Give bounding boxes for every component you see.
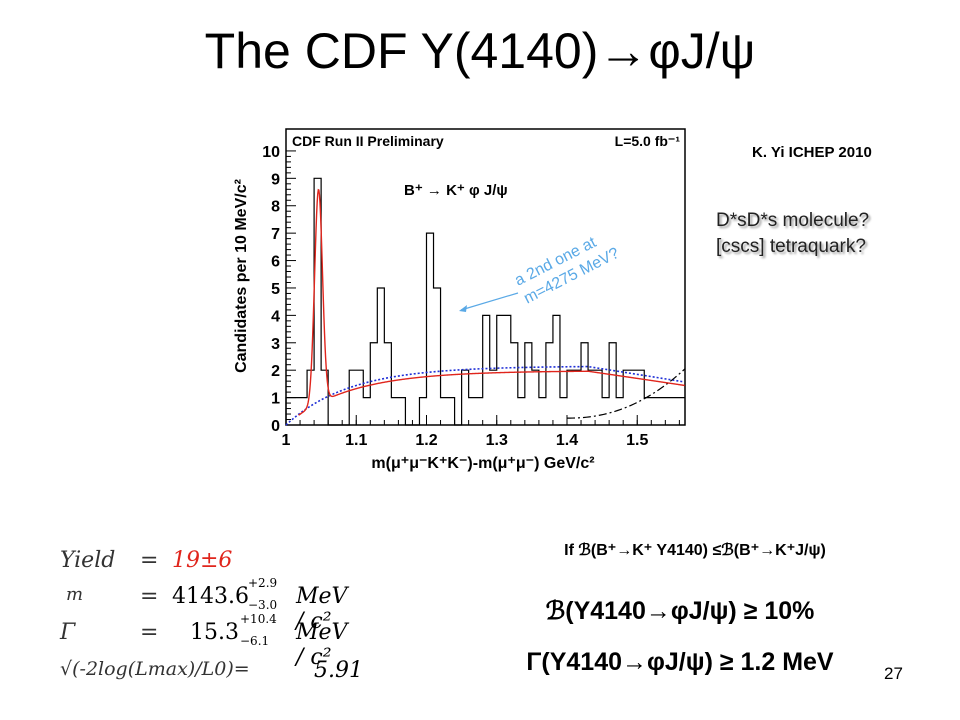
annotation-text: a 2nd one atm=4275 MeV? <box>512 227 622 307</box>
significance-label: √(-2log(Lmax)/L0)= <box>60 658 250 680</box>
background-fit-curve <box>285 365 684 426</box>
y-axis-label: Candidates per 10 MeV/c² <box>233 179 250 373</box>
annotation-arrowhead <box>459 305 467 312</box>
mass-value: 4143.6 <box>172 584 249 609</box>
fit-results: Yield = 19±6 m = 4143.6 +2.9 −3.0 MeV / … <box>60 540 400 700</box>
x-tick-label: 1 <box>282 432 291 449</box>
y-tick-label: 3 <box>271 336 280 353</box>
yield-equals: = <box>140 548 159 573</box>
mass-error-down: −3.0 <box>248 598 278 612</box>
chart-header-right: L=5.0 fb⁻¹ <box>615 133 681 149</box>
width-error-down: −6.1 <box>240 634 270 648</box>
decay-label: B⁺ → K⁺ φ J/ψ <box>404 182 508 199</box>
mass-error-up: +2.9 <box>248 576 278 590</box>
histogram-bars <box>285 177 685 426</box>
y-tick-label: 6 <box>271 254 280 271</box>
y-tick-label: 0 <box>271 418 280 435</box>
y-tick-label: 5 <box>271 281 280 298</box>
yield-value: 19±6 <box>172 548 233 573</box>
chart-header-left: CDF Run II Preliminary <box>292 133 444 149</box>
reference-label: K. Yi ICHEP 2010 <box>752 144 872 161</box>
y-tick-label: 8 <box>271 199 280 216</box>
branching-ratio-limit: ℬ(Y4140→φJ/ψ) ≥ 10% <box>545 597 815 625</box>
x-tick-label: 1.4 <box>556 432 578 449</box>
width-value: 15.3 <box>190 620 239 645</box>
width-equals: = <box>140 620 159 645</box>
y-tick-label: 9 <box>271 171 280 188</box>
significance-value: 5.91 <box>314 658 363 683</box>
width-limit: Γ(Y4140→φJ/ψ) ≥ 1.2 MeV <box>526 648 834 676</box>
x-tick-label: 1.5 <box>626 432 648 449</box>
x-tick-label: 1.3 <box>486 432 508 449</box>
phase-space-curve <box>566 368 686 419</box>
total-fit-curve <box>298 188 685 416</box>
yield-label: Yield <box>60 548 116 573</box>
x-tick-label: 1.1 <box>345 432 367 449</box>
x-tick-label: 1.2 <box>415 432 437 449</box>
x-axis-label: m(μ⁺μ⁻K⁺K⁻)-m(μ⁺μ⁻) GeV/c² <box>371 455 594 472</box>
y-axis-ticks: 0 1 2 3 4 5 6 7 8 9 10 <box>262 144 296 435</box>
x-axis-ticks: 1 1.1 1.2 1.3 1.4 1.5 <box>282 415 680 449</box>
tetraquark-hypothesis: [cscs] tetraquark? <box>716 236 866 257</box>
width-label: Γ <box>60 620 76 645</box>
mass-equals: = <box>140 584 159 609</box>
width-error-up: +10.4 <box>240 612 277 626</box>
y-tick-label: 7 <box>271 226 280 243</box>
y-tick-label: 10 <box>262 144 280 161</box>
mass-unit: MeV / c² <box>296 584 348 634</box>
slide-title: The CDF Y(4140)→φJ/ψ <box>204 23 756 79</box>
branching-condition: If ℬ(B⁺→K⁺ Y4140) ≤ℬ(B⁺→K⁺J/ψ) <box>564 542 826 559</box>
annotation-arrow <box>460 292 519 311</box>
y-tick-label: 1 <box>271 391 280 408</box>
molecule-hypothesis: D*sD*s molecule? <box>716 210 870 231</box>
page-number: 27 <box>884 664 903 683</box>
mass-label: m <box>66 584 84 605</box>
y-tick-label: 2 <box>271 363 280 380</box>
plot-frame <box>285 128 686 426</box>
width-unit: MeV / c² <box>296 620 348 670</box>
y-tick-label: 4 <box>271 308 280 325</box>
